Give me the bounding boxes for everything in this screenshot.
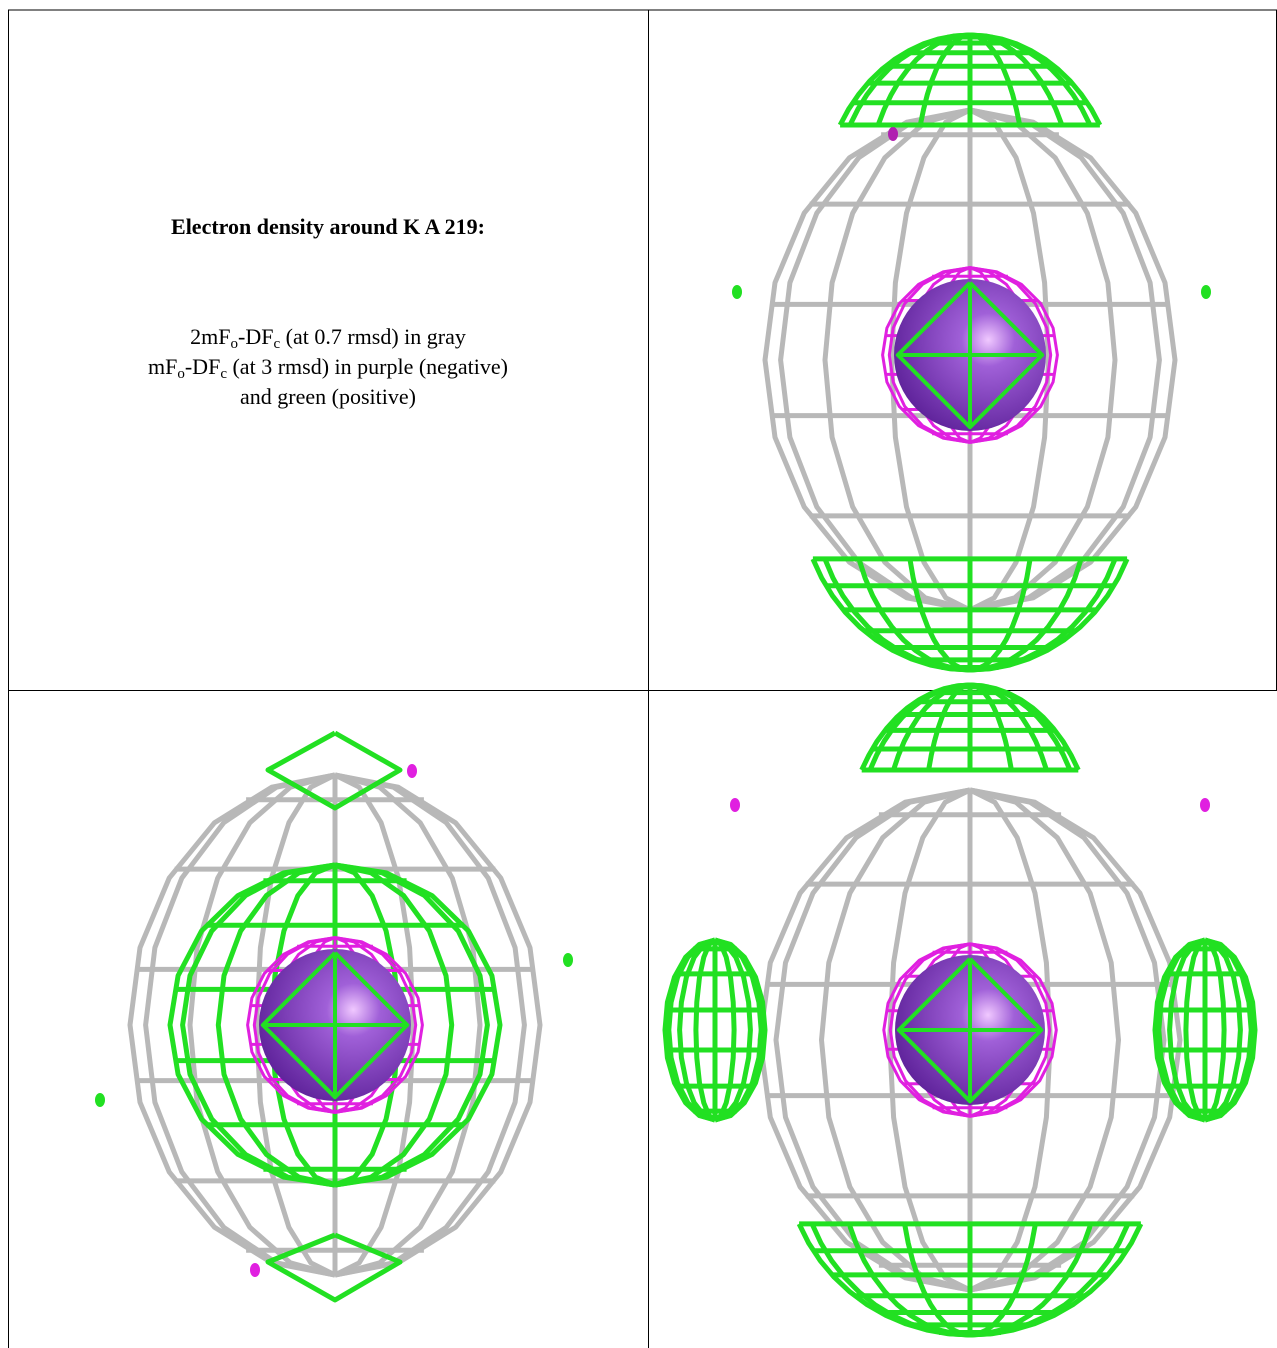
mesh-blob (732, 285, 742, 299)
gray-mesh (127, 772, 336, 1278)
mesh-blob (1200, 798, 1210, 812)
positive-mesh (969, 1223, 1038, 1338)
gray-mesh (969, 787, 1121, 1293)
gray-mesh (968, 787, 1053, 1293)
positive-mesh (167, 862, 336, 1188)
positive-mesh (1204, 937, 1243, 1123)
subscript: c (220, 366, 227, 382)
positive-mesh (714, 937, 753, 1123)
gray-mesh (334, 772, 543, 1278)
mesh-blob (250, 1263, 260, 1277)
positive-mesh (1152, 937, 1206, 1123)
gray-mesh (819, 787, 971, 1293)
caption-lines: 2mFo-DFc (at 0.7 rmsd) in gray mFo-DFc (a… (9, 322, 647, 412)
gray-mesh (822, 107, 971, 613)
positive-mesh (969, 32, 1023, 126)
positive-mesh (693, 937, 717, 1123)
positive-mesh (662, 937, 716, 1123)
gray-mesh (334, 772, 483, 1278)
negative-mesh (882, 942, 971, 1118)
negative-mesh (334, 936, 418, 1114)
text-run: 2mF (190, 324, 231, 349)
gray-mesh (778, 107, 971, 613)
gray-mesh (969, 107, 1118, 613)
subscript: o (177, 366, 185, 382)
positive-mesh (334, 862, 490, 1188)
gray-mesh (143, 772, 336, 1278)
negative-mesh (969, 266, 1059, 444)
positive-mesh (265, 730, 403, 811)
negative-mesh (969, 942, 1058, 1118)
mesh-blob (1201, 285, 1211, 299)
gray-mesh (773, 787, 971, 1293)
gray-mesh (334, 772, 527, 1278)
negative-mesh (969, 942, 1052, 1118)
positive-mesh (265, 1232, 403, 1303)
positive-mesh (1167, 937, 1206, 1123)
positive-mesh (969, 557, 1130, 673)
density-renders (95, 32, 1258, 1338)
positive-mesh (334, 862, 503, 1188)
mesh-blob (563, 953, 573, 967)
positive-mesh (215, 862, 336, 1188)
gray-mesh (333, 772, 416, 1278)
gray-mesh (187, 772, 336, 1278)
positive-mesh (969, 1223, 1094, 1338)
mesh-blob (407, 764, 417, 778)
gray-mesh (969, 787, 1167, 1293)
positive-mesh (969, 558, 1084, 673)
positive-mesh (969, 682, 1049, 771)
positive-mesh (713, 937, 737, 1123)
positive-mesh (180, 862, 336, 1188)
positive-mesh (837, 32, 971, 127)
negative-mesh (246, 936, 336, 1114)
caption-line: 2mFo-DFc (at 0.7 rmsd) in gray (9, 322, 647, 352)
positive-mesh (907, 558, 971, 673)
mesh-blob (730, 798, 740, 812)
positive-mesh (1183, 937, 1207, 1123)
text-run: mF (148, 354, 178, 379)
positive-mesh (796, 1222, 971, 1338)
text-run: and green (positive) (240, 384, 416, 409)
positive-mesh (1204, 937, 1254, 1123)
positive-mesh (677, 937, 716, 1123)
text-run: -DF (184, 354, 221, 379)
negative-mesh (969, 266, 1053, 444)
negative-mesh (334, 936, 424, 1114)
text-run: (at 3 rmsd) in purple (negative) (226, 354, 508, 379)
caption-line: and green (positive) (9, 382, 647, 412)
mesh-blob (888, 127, 898, 141)
positive-mesh (1203, 937, 1227, 1123)
gray-mesh (254, 772, 337, 1278)
caption-line: mFo-DFc (at 3 rmsd) in purple (negative) (9, 352, 647, 382)
mesh-blob (95, 1093, 105, 1107)
gray-mesh (969, 787, 1183, 1293)
gray-mesh (969, 107, 1178, 613)
gray-mesh (969, 107, 1162, 613)
positive-mesh (810, 557, 971, 673)
caption-title: Electron density around K A 219: (171, 214, 485, 239)
negative-mesh (881, 266, 971, 444)
text-run: -DF (238, 324, 274, 349)
subscript: o (230, 336, 239, 352)
subscript: c (273, 336, 281, 352)
text-run: (at 0.7 rmsd) in gray (280, 324, 466, 349)
positive-mesh (969, 32, 1065, 126)
positive-mesh (969, 682, 1014, 771)
positive-mesh (902, 1223, 971, 1338)
positive-mesh (334, 862, 455, 1188)
gray-mesh (762, 107, 971, 613)
positive-mesh (714, 937, 764, 1123)
positive-mesh (859, 682, 971, 772)
gray-mesh (887, 787, 972, 1293)
positive-mesh (969, 558, 1033, 673)
